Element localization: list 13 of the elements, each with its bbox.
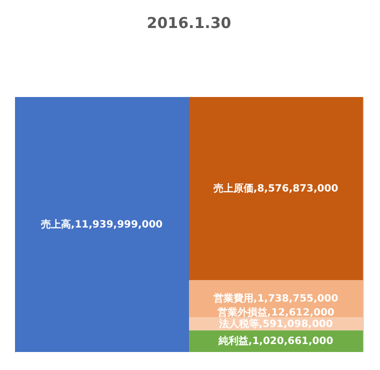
data-label: 591,098,000: [262, 318, 333, 330]
data-label: 8,576,873,000: [257, 184, 338, 195]
series-label: 法人税等,: [218, 318, 263, 330]
series-label: 売上高,: [40, 218, 75, 230]
chart-title: 2016.1.30: [146, 14, 232, 32]
series-label: 売上原価,: [213, 182, 258, 195]
data-label: 1,020,661,000: [252, 336, 334, 348]
data-label: 1,738,755,000: [257, 294, 338, 305]
series-label: 営業外損益,: [217, 306, 272, 318]
data-label: 11,939,999,000: [74, 220, 163, 230]
series-label: 営業費用,: [213, 292, 258, 305]
data-label: 12,612,000: [271, 307, 334, 318]
series-label: 純利益,: [217, 335, 252, 348]
